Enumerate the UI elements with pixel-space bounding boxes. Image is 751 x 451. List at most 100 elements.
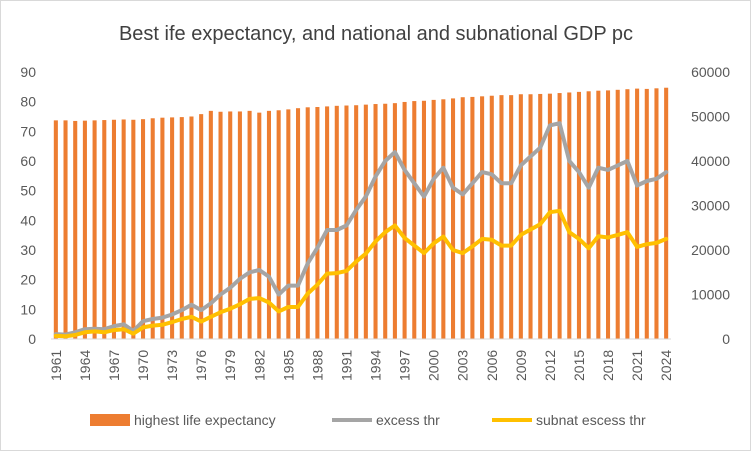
bar	[499, 95, 504, 339]
bar	[63, 120, 68, 340]
bar	[392, 103, 397, 340]
bar	[538, 93, 543, 339]
x-tick-label: 2000	[426, 350, 442, 381]
bar	[441, 99, 446, 339]
bar	[421, 100, 427, 339]
bar	[402, 101, 407, 339]
x-tick-label: 2024	[658, 350, 674, 381]
bar	[247, 110, 252, 339]
bar	[460, 97, 465, 339]
line-series	[53, 121, 669, 339]
bar	[480, 96, 485, 340]
legend: highest life expectancy excess thr subnat …	[90, 412, 646, 428]
bar	[509, 95, 514, 339]
bar	[635, 88, 640, 339]
bar	[315, 107, 320, 339]
bar	[557, 93, 562, 340]
x-tick-label: 2015	[571, 350, 587, 381]
x-tick-label: 1961	[48, 350, 64, 381]
x-tick-label: 2006	[484, 350, 500, 381]
legend-label: subnat escess thr	[536, 412, 646, 428]
bar	[179, 117, 184, 340]
legend-swatch	[90, 414, 130, 426]
bar	[528, 94, 533, 339]
x-tick-label: 1982	[251, 350, 267, 381]
bar	[218, 111, 223, 340]
left-tick-label: 60	[20, 153, 36, 169]
bar	[547, 93, 552, 339]
legend-label: highest life expectancy	[134, 412, 276, 428]
bar	[82, 120, 87, 339]
bar	[295, 108, 301, 340]
bar	[208, 110, 213, 339]
bar	[276, 110, 281, 340]
left-tick-label: 20	[20, 272, 36, 288]
x-tick-label: 1985	[280, 350, 296, 381]
bar	[170, 117, 175, 339]
bar	[305, 107, 310, 339]
x-tick-label: 2018	[600, 350, 616, 381]
bar	[325, 106, 330, 339]
x-tick-label: 1997	[397, 350, 413, 381]
x-tick-label: 1979	[222, 350, 238, 381]
bar	[596, 90, 601, 339]
bar	[373, 104, 378, 339]
x-tick-label: 2021	[629, 350, 645, 381]
left-tick-label: 30	[20, 242, 36, 258]
bar	[644, 88, 649, 339]
x-tick-label: 2003	[455, 350, 471, 381]
bar	[92, 120, 97, 340]
bar	[470, 96, 475, 339]
left-tick-label: 10	[20, 301, 36, 317]
x-tick-label: 1994	[368, 350, 384, 381]
bar	[131, 119, 136, 339]
series-line	[53, 121, 669, 337]
left-tick-label: 50	[20, 183, 36, 199]
legend-label: excess thr	[376, 412, 440, 428]
bar	[431, 99, 436, 340]
right-tick-label: 40000	[691, 153, 730, 169]
x-tick-label: 1970	[135, 350, 151, 381]
bar	[53, 120, 58, 340]
bar	[354, 105, 359, 339]
bar	[266, 110, 272, 339]
bar	[654, 88, 659, 339]
right-tick-label: 0	[722, 331, 730, 347]
left-tick-label: 40	[20, 212, 36, 228]
bar	[237, 111, 242, 339]
bar	[450, 98, 456, 339]
bar	[73, 120, 78, 339]
bar	[334, 105, 339, 339]
bar	[160, 117, 165, 339]
x-tick-label: 1964	[77, 350, 93, 381]
left-tick-label: 0	[28, 331, 36, 347]
bar	[121, 119, 126, 339]
bar	[199, 114, 204, 339]
bar	[518, 94, 523, 339]
series-line	[53, 208, 669, 339]
bar-series	[53, 87, 669, 340]
bar	[286, 109, 291, 339]
bar	[111, 119, 117, 339]
left-axis-ticks: 0 10 20 30 40 50 60 70 80 90	[20, 64, 36, 347]
right-tick-label: 30000	[691, 198, 730, 214]
right-tick-label: 20000	[691, 242, 730, 258]
x-tick-label: 1973	[164, 350, 180, 381]
bar	[383, 103, 388, 339]
x-tick-label: 2012	[542, 350, 558, 381]
chart-title: Best ife expectancy, and national and su…	[119, 23, 633, 45]
bar	[140, 119, 146, 339]
bar	[664, 87, 669, 340]
bar	[363, 104, 368, 339]
bar	[605, 90, 611, 339]
x-tick-label: 1967	[106, 350, 122, 381]
right-tick-label: 50000	[691, 109, 730, 125]
bar	[567, 92, 572, 339]
bar	[150, 118, 155, 339]
bar	[228, 111, 233, 339]
right-tick-label: 10000	[691, 287, 730, 303]
bar	[576, 91, 582, 339]
x-tick-label: 2009	[513, 350, 529, 381]
